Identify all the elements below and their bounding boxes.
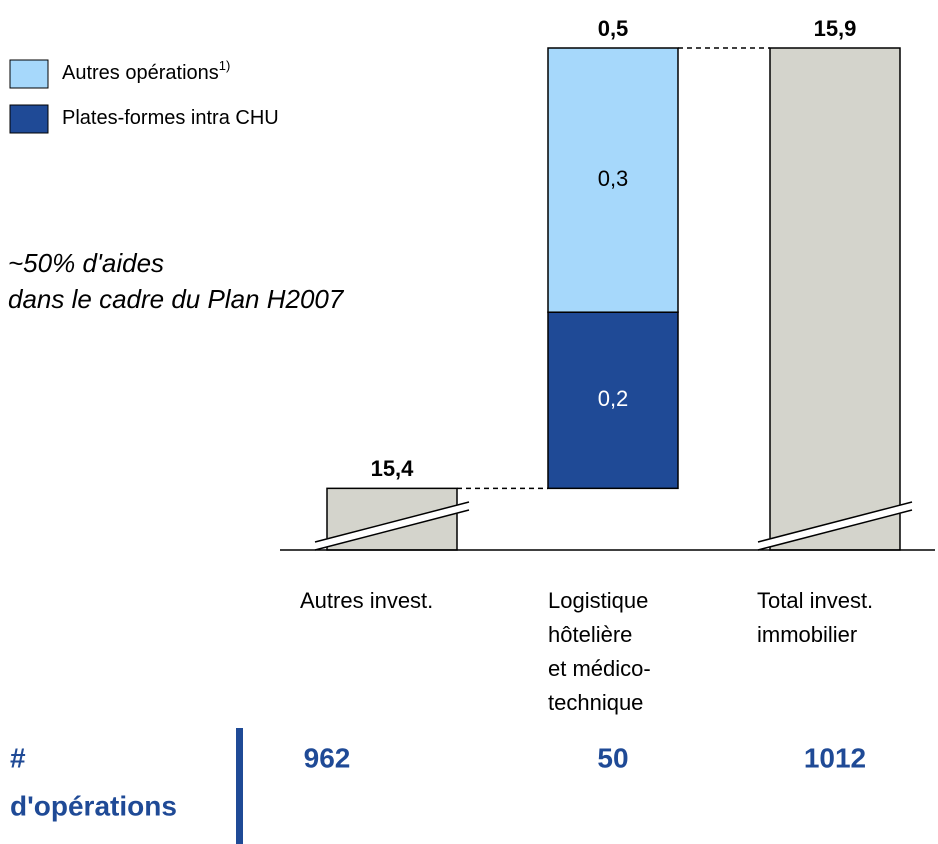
- divider: [236, 728, 243, 844]
- legend-name: Plates-formes intra CHU: [62, 107, 279, 129]
- category-label: Total invest.: [757, 588, 873, 613]
- axis-break: [757, 501, 913, 543]
- annotation: ~50% d'aides: [8, 248, 164, 278]
- axis-break: [314, 501, 470, 543]
- legend-swatch: [9, 59, 49, 89]
- axis-break: [756, 501, 914, 551]
- legend-label: Plates-formes intra CHU: [62, 107, 279, 129]
- value-label: 15,9: [814, 16, 857, 41]
- axis-break: [313, 501, 471, 551]
- category-label: Autres invest.: [300, 588, 433, 613]
- segment-label: 0,2: [598, 386, 629, 411]
- legend-swatch: [9, 104, 49, 134]
- axis-break: [757, 509, 913, 551]
- category-label: hôtelière: [548, 622, 632, 647]
- axis-break: [314, 509, 470, 551]
- category-label: Logistique: [548, 588, 648, 613]
- count-label: d'opérations: [10, 790, 177, 821]
- legend-name: Autres opérations: [62, 62, 219, 84]
- value-label: 0,5: [598, 16, 629, 41]
- segment-label: 0,3: [598, 166, 629, 191]
- annotation: dans le cadre du Plan H2007: [8, 284, 345, 314]
- count-value: 50: [597, 742, 628, 773]
- count-value: 1012: [804, 742, 866, 773]
- bar-segment: [547, 47, 679, 313]
- category-label: et médico-: [548, 656, 651, 681]
- count-label: #: [10, 742, 26, 773]
- bar: [769, 47, 901, 551]
- count-value: 962: [304, 742, 351, 773]
- category-label: technique: [548, 690, 643, 715]
- legend-note: 1): [219, 58, 231, 73]
- legend-label: Autres opérations1): [62, 58, 230, 84]
- value-label: 15,4: [371, 456, 415, 481]
- category-label: immobilier: [757, 622, 857, 647]
